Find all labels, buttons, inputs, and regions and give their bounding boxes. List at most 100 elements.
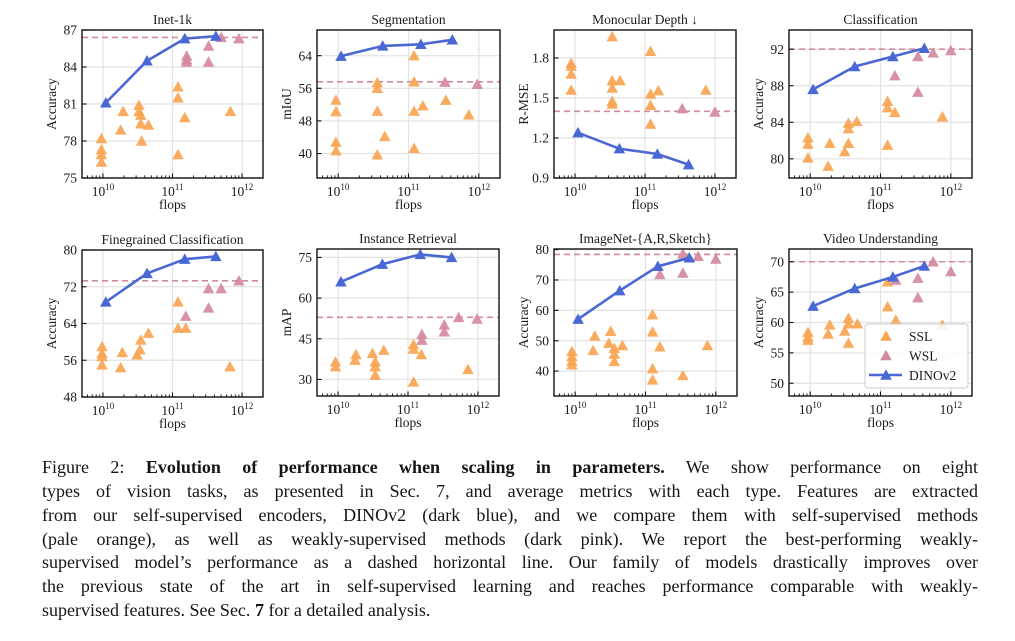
x-tick-base: 10 [161, 184, 175, 199]
caption-text: for a detailed analysis. [268, 600, 431, 621]
y-tick-label: 50 [536, 333, 550, 348]
x-tick-label: 1011 [634, 400, 656, 417]
ssl-point [838, 325, 851, 336]
wsl-point [179, 310, 192, 321]
ssl-point [881, 300, 894, 312]
dinov2-line [812, 264, 925, 308]
ssl-point [644, 45, 657, 57]
caption-figure-label: Figure 2: [42, 457, 125, 477]
subplot-title: Monocular Depth ↓ [592, 12, 698, 27]
ssl-point [851, 317, 864, 329]
dinov2-point [572, 126, 584, 138]
ssl-point [822, 160, 834, 171]
y-tick-label: 80 [64, 243, 78, 258]
ssl-point [172, 92, 184, 103]
ssl-point [440, 94, 452, 105]
ssl-point [646, 326, 659, 337]
ssl-point [369, 360, 382, 372]
wsl-point [945, 265, 957, 277]
y-tick-label: 40 [536, 364, 550, 379]
legend-entry-dinov2: DINOv2 [869, 368, 956, 383]
y-tick-label: 1.2 [532, 131, 549, 146]
ssl-point [408, 105, 420, 116]
x-tick-label: 1010 [564, 182, 587, 199]
dinov2-point [807, 83, 819, 95]
x-axis-label: flops [632, 197, 659, 212]
ssl-point [135, 334, 147, 345]
ssl-point [604, 325, 617, 337]
ssl-point [96, 359, 108, 370]
subplot-title: Video Understanding [823, 231, 938, 246]
y-tick-label: 64 [64, 316, 78, 331]
y-axis-label: R-MSE [516, 83, 531, 124]
x-tick-base: 10 [799, 184, 813, 199]
dinov2-point [652, 260, 664, 272]
dinov2-point [445, 251, 458, 263]
x-tick-label: 1011 [634, 182, 656, 199]
dinov2-point [141, 55, 153, 66]
x-tick-base: 10 [92, 403, 106, 418]
x-tick-base: 10 [940, 184, 954, 199]
ssl-series [802, 95, 949, 171]
ssl-point [371, 82, 384, 94]
x-tick-base: 10 [467, 402, 481, 417]
dinov2-point [141, 267, 153, 279]
ssl-point [824, 319, 836, 330]
subplot-title: Segmentation [371, 12, 445, 27]
x-tick-base: 10 [564, 184, 578, 199]
ssl-point [329, 360, 342, 372]
dinov2-point [572, 313, 584, 324]
legend-entry-wsl: WSL [880, 349, 938, 364]
x-tick-exponent: 11 [175, 401, 184, 411]
wsl-point [945, 44, 957, 56]
dinov2-point [848, 60, 861, 72]
ssl-point [802, 152, 814, 163]
wsl-point [471, 313, 483, 324]
ssl-point [330, 94, 342, 105]
x-tick-label: 1010 [799, 182, 822, 199]
ssl-point [644, 99, 657, 111]
section-reference-link[interactable]: 7 [254, 600, 264, 621]
ssl-point [330, 105, 342, 117]
caption-line: supervised model’s performance as a dash… [42, 552, 978, 573]
x-axis-label: flops [395, 415, 422, 430]
x-tick-exponent: 10 [812, 182, 822, 192]
wsl-point [233, 275, 245, 286]
y-tick-label: 92 [771, 42, 785, 57]
wsl-point [927, 255, 939, 267]
dinov2-series [807, 260, 931, 311]
ssl-point [936, 111, 949, 122]
ssl-point [842, 312, 855, 323]
y-tick-label: 40 [299, 146, 313, 161]
ssl-point [224, 105, 237, 117]
ssl-point [135, 109, 147, 120]
y-tick-label: 60 [536, 303, 550, 318]
wsl-series [654, 248, 722, 280]
ssl-point [881, 101, 894, 113]
ssl-point [415, 348, 428, 360]
ssl-point [654, 341, 666, 352]
x-tick-base: 10 [161, 403, 175, 418]
x-tick-exponent: 11 [411, 182, 420, 192]
dinov2-point [335, 276, 347, 287]
caption-line: supervised features. See Sec. 7 for a de… [42, 599, 978, 623]
x-tick-exponent: 11 [648, 400, 657, 410]
legend-marker-wsl [880, 349, 892, 361]
caption-title: Evolution of performance when scaling in… [145, 457, 665, 477]
dinov2-point [683, 252, 696, 263]
subplot-title: Finegrained Classification [101, 232, 243, 247]
y-tick-label: 56 [64, 353, 78, 368]
ssl-point [369, 369, 382, 380]
legend-label: SSL [909, 329, 932, 344]
x-tick-exponent: 12 [953, 400, 962, 410]
x-axis-label: flops [395, 197, 422, 212]
ssl-point [652, 84, 665, 96]
ssl-point [95, 148, 108, 160]
ssl-point [330, 144, 342, 156]
y-axis-label: Accuracy [516, 296, 531, 348]
ssl-point [608, 342, 621, 354]
ssl-point [608, 348, 621, 359]
y-tick-label: 84 [771, 115, 785, 130]
ssl-point [644, 88, 657, 99]
